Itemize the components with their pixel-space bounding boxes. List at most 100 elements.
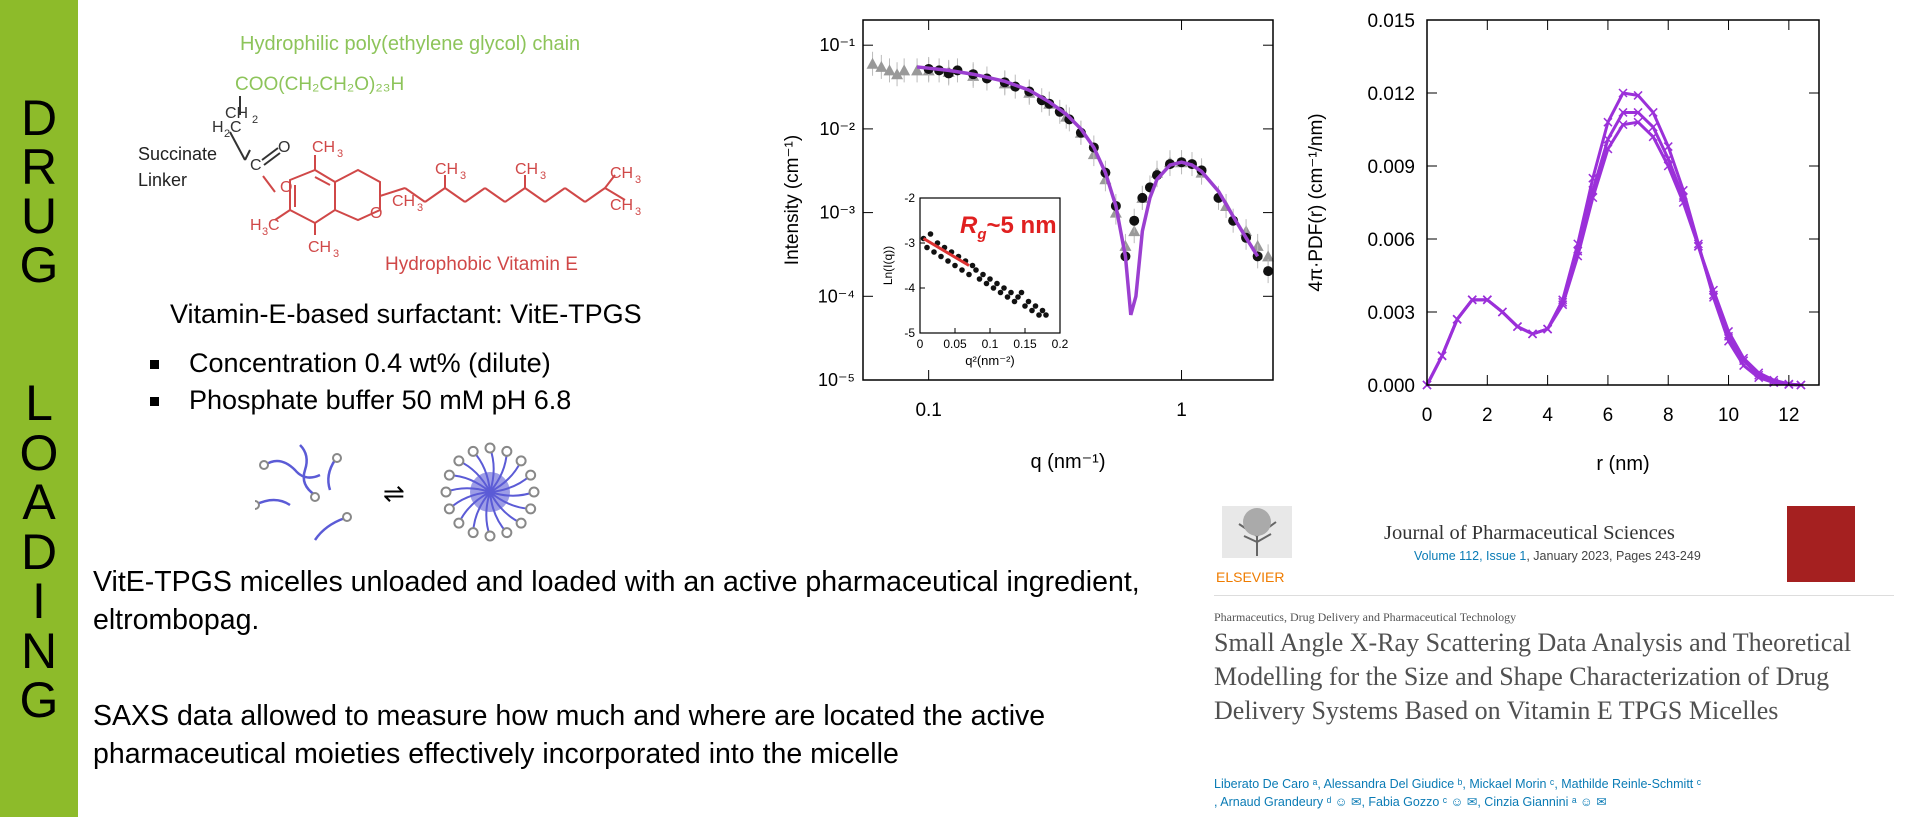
- methyl-8: CH: [610, 197, 633, 214]
- data-point: [875, 60, 888, 72]
- pdf-series-line: [1425, 120, 1802, 387]
- x-axis-label: q (nm⁻¹): [1031, 451, 1106, 473]
- pdf-marker: [1467, 295, 1477, 305]
- inset-point: [966, 271, 972, 278]
- inset-point: [973, 267, 979, 273]
- inset-point: [1015, 294, 1021, 300]
- saxs-chart: 10⁻¹ 10⁻² 10⁻³ 10⁻⁴ 10⁻⁵ 0.1 1 q (nm⁻¹) Intensit…: [782, 19, 1275, 473]
- inset-point: [969, 262, 976, 269]
- publisher-name: ELSEVIER: [1216, 569, 1284, 585]
- sidebar-letter: R: [20, 139, 58, 195]
- rg-subscript: g: [976, 226, 986, 243]
- surfactant-title: Vitamin-E-based surfactant: VitE-TPGS: [170, 299, 642, 329]
- data-point: [883, 64, 896, 76]
- sidebar-letter: O: [19, 424, 59, 481]
- y-tick-label: 10⁻¹: [819, 35, 855, 55]
- inset-point: [983, 280, 990, 287]
- x-tick-label: 4: [1542, 405, 1553, 426]
- data-point: [1262, 250, 1275, 262]
- x-tick-label: 2: [1482, 405, 1493, 426]
- micelle-head: [525, 503, 537, 515]
- article-title: Small Angle X-Ray Scattering Data Analys…: [1214, 628, 1852, 725]
- x-tick-label: 0: [1422, 405, 1433, 426]
- bullet-text: Concentration 0.4 wt% (dilute): [189, 348, 551, 378]
- inset-y-label: Ln(I(q)): [881, 246, 895, 285]
- inset-point: [1022, 303, 1028, 309]
- pdf-marker: [1452, 314, 1462, 324]
- y-tick-label: 0.012: [1367, 84, 1415, 105]
- inset-point: [980, 271, 986, 278]
- carbonyl-o: O: [278, 139, 290, 156]
- inset-point: [931, 249, 937, 255]
- pdf-marker: [1618, 107, 1628, 117]
- y-axis-label: Intensity (cm⁻¹): [782, 135, 803, 265]
- inset-point: [1018, 289, 1025, 296]
- inset-x-label: q²(nm⁻²): [965, 353, 1014, 368]
- methyl-6-sub: 3: [540, 170, 546, 182]
- pdf-chart: 0.000 0.003 0.006 0.009 0.012 0.015 0 2 4 6 8 10 12 r…: [1306, 11, 1820, 475]
- inset-point: [1039, 307, 1046, 314]
- pdf-marker: [1528, 329, 1538, 339]
- micelle-head: [525, 469, 537, 481]
- data-point: [1137, 192, 1148, 203]
- pdf-marker: [1648, 122, 1658, 132]
- pdf-marker: [1603, 117, 1613, 127]
- article-section: Pharmaceutics, Drug Delivery and Pharmac…: [1214, 610, 1517, 624]
- journal-issue: Volume 112, Issue 1, January 2023, Pages…: [1414, 549, 1701, 563]
- inset-x-tick-label: 0.05: [943, 337, 967, 351]
- inset-point: [938, 253, 944, 260]
- pdf-marker: [1648, 132, 1658, 142]
- author-list: Liberato De Caro ᵃ, Alessandra Del Giudi…: [1214, 775, 1884, 811]
- inset-point: [997, 289, 1004, 296]
- journal-cover-image[interactable]: [1787, 506, 1855, 582]
- sidebar-letter: G: [19, 237, 59, 293]
- pdf-marker: [1769, 375, 1779, 385]
- data-point: [898, 64, 911, 76]
- h2c-sub: 2: [224, 128, 230, 140]
- pdf-marker: [1588, 173, 1598, 183]
- y-tick-label: 10⁻²: [819, 119, 855, 139]
- x-tick-label: 12: [1778, 405, 1799, 426]
- h2c-c: C: [230, 119, 242, 136]
- list-item: Phosphate buffer 50 mM pH 6.8: [150, 385, 571, 416]
- pdf-marker: [1437, 351, 1447, 361]
- inset-fit-line: [922, 237, 970, 267]
- molecule-skeleton: [229, 96, 251, 161]
- pdf-marker: [1678, 197, 1688, 208]
- rg-symbol: R: [960, 212, 978, 239]
- hydrophilic-label: Hydrophilic poly(ethylene glycol) chain: [240, 33, 580, 55]
- pdf-marker: [1693, 241, 1703, 251]
- volume-link[interactable]: Volume 112, Issue 1: [1414, 549, 1527, 563]
- micelle-head: [484, 530, 496, 542]
- pdf-marker: [1497, 307, 1507, 317]
- inset-point: [976, 276, 983, 282]
- authors-line-1[interactable]: Liberato De Caro ᵃ, Alessandra Del Giudi…: [1214, 777, 1702, 791]
- sidebar-letter: G: [19, 672, 59, 728]
- micelle-head: [443, 503, 455, 515]
- micelle-head: [528, 486, 540, 498]
- micelle-head: [440, 486, 452, 498]
- micelle-head: [443, 469, 455, 481]
- inset-point: [927, 231, 934, 237]
- inset-y-tick-label: -2: [904, 191, 915, 205]
- methyl-3-sub: 3: [333, 248, 339, 260]
- methyl-8-sub: 3: [635, 206, 641, 218]
- y-tick-label: 0.003: [1367, 303, 1415, 324]
- equilibrium-icon: ⇌: [383, 478, 405, 508]
- micelle-head: [467, 527, 479, 539]
- pdf-marker: [1603, 134, 1613, 144]
- methyl-5: CH: [435, 161, 458, 178]
- surfactant-heads: [255, 453, 352, 522]
- data-point: [1263, 266, 1274, 277]
- free-surfactants: [255, 444, 346, 541]
- issue-details: , January 2023, Pages 243-249: [1526, 549, 1701, 563]
- pdf-marker: [1618, 88, 1628, 98]
- methyl-1-sub: 3: [337, 148, 343, 160]
- inset-point: [1029, 307, 1035, 314]
- rg-annotation: Rg~5 nm: [960, 212, 1057, 243]
- pdf-marker: [1603, 144, 1613, 154]
- journal-title[interactable]: Journal of Pharmaceutical Sciences: [1384, 522, 1675, 544]
- y-tick-label: 0.009: [1367, 157, 1415, 178]
- authors-line-2[interactable]: , Arnaud Grandeury ᵈ ☺ ✉, Fabia Gozzo ᶜ …: [1214, 795, 1607, 809]
- pdf-marker: [1633, 90, 1643, 100]
